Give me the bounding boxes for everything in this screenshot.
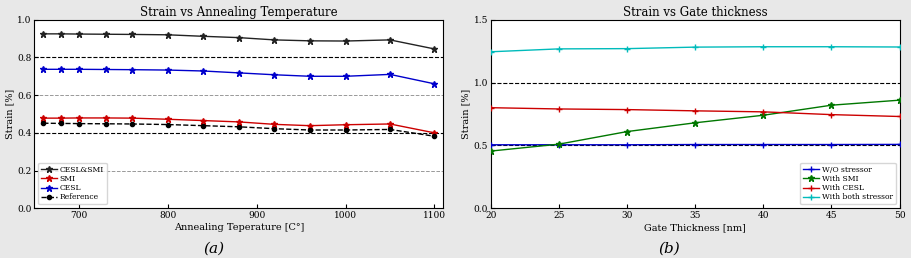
Title: Strain vs Gate thickness: Strain vs Gate thickness xyxy=(623,6,768,19)
W/O stressor xyxy=(690,143,701,146)
X-axis label: Gate Thickness [nm]: Gate Thickness [nm] xyxy=(644,223,746,232)
With both stressor xyxy=(486,50,496,53)
SMI xyxy=(127,117,138,120)
With CESL xyxy=(554,107,565,110)
With both stressor xyxy=(621,47,632,50)
CESL xyxy=(127,68,138,71)
CESL&SMI xyxy=(340,39,351,43)
Line: With SMI: With SMI xyxy=(487,97,903,155)
Reference xyxy=(304,128,315,132)
CESL xyxy=(74,68,85,71)
CESL&SMI xyxy=(56,32,67,35)
CESL&SMI xyxy=(269,38,280,42)
Line: With CESL: With CESL xyxy=(487,104,903,120)
With CESL xyxy=(486,106,496,109)
Reference xyxy=(384,128,395,131)
Reference xyxy=(429,135,440,138)
With CESL xyxy=(621,108,632,111)
Y-axis label: Strain [%]: Strain [%] xyxy=(5,89,15,139)
With SMI xyxy=(486,150,496,153)
CESL xyxy=(233,71,244,75)
Legend: W/O stressor, With SMI, With CESL, With both stressor: W/O stressor, With SMI, With CESL, With … xyxy=(801,163,896,204)
W/O stressor xyxy=(895,143,906,146)
With both stressor xyxy=(826,45,837,48)
W/O stressor xyxy=(621,143,632,146)
CESL&SMI xyxy=(127,33,138,36)
CESL xyxy=(340,75,351,78)
Line: Reference: Reference xyxy=(41,121,436,138)
X-axis label: Annealing Teperature [C°]: Annealing Teperature [C°] xyxy=(174,223,304,232)
W/O stressor xyxy=(826,143,837,146)
SMI xyxy=(384,123,395,126)
Reference xyxy=(56,122,67,125)
With SMI xyxy=(554,143,565,146)
CESL xyxy=(198,69,209,72)
CESL&SMI xyxy=(384,38,395,42)
CESL xyxy=(38,68,49,71)
With CESL xyxy=(758,110,769,114)
With CESL xyxy=(895,115,906,118)
SMI xyxy=(198,119,209,122)
Reference xyxy=(74,122,85,125)
CESL xyxy=(429,82,440,85)
CESL xyxy=(100,68,111,71)
Title: Strain vs Annealing Temperature: Strain vs Annealing Temperature xyxy=(140,6,338,19)
CESL&SMI xyxy=(100,33,111,36)
With SMI xyxy=(690,121,701,124)
SMI xyxy=(100,116,111,119)
CESL&SMI xyxy=(304,39,315,42)
SMI xyxy=(56,117,67,120)
With both stressor xyxy=(895,45,906,49)
Text: (a): (a) xyxy=(203,242,225,256)
Reference xyxy=(233,125,244,128)
With SMI xyxy=(895,99,906,102)
SMI xyxy=(304,124,315,127)
Reference xyxy=(340,128,351,132)
Line: CESL&SMI: CESL&SMI xyxy=(40,30,438,52)
Reference xyxy=(38,122,49,125)
Line: SMI: SMI xyxy=(40,115,438,136)
Line: W/O stressor: W/O stressor xyxy=(487,141,903,148)
Reference xyxy=(162,123,173,126)
SMI xyxy=(429,131,440,134)
CESL&SMI xyxy=(198,35,209,38)
SMI xyxy=(162,118,173,121)
Legend: CESL&SMI, SMI, CESL, Reference: CESL&SMI, SMI, CESL, Reference xyxy=(38,163,107,204)
SMI xyxy=(74,116,85,119)
Y-axis label: Strain [%]: Strain [%] xyxy=(462,89,471,139)
Line: With both stressor: With both stressor xyxy=(487,43,903,55)
SMI xyxy=(38,117,49,120)
CESL xyxy=(162,69,173,72)
With CESL xyxy=(690,109,701,112)
SMI xyxy=(269,123,280,126)
Reference xyxy=(127,123,138,126)
CESL&SMI xyxy=(38,32,49,35)
With SMI xyxy=(758,114,769,117)
W/O stressor xyxy=(758,143,769,146)
With both stressor xyxy=(554,47,565,50)
CESL&SMI xyxy=(233,36,244,39)
CESL xyxy=(269,73,280,76)
With both stressor xyxy=(758,45,769,48)
With both stressor xyxy=(690,46,701,49)
CESL&SMI xyxy=(74,33,85,36)
CESL xyxy=(56,68,67,71)
With CESL xyxy=(826,113,837,116)
CESL xyxy=(384,73,395,76)
Reference xyxy=(100,122,111,125)
Text: (b): (b) xyxy=(659,242,681,256)
Reference xyxy=(269,127,280,130)
Line: CESL: CESL xyxy=(40,66,438,87)
SMI xyxy=(340,123,351,126)
With SMI xyxy=(621,130,632,133)
With SMI xyxy=(826,104,837,107)
W/O stressor xyxy=(486,143,496,146)
W/O stressor xyxy=(554,143,565,146)
Reference xyxy=(198,124,209,127)
CESL&SMI xyxy=(429,47,440,51)
CESL&SMI xyxy=(162,33,173,36)
SMI xyxy=(233,120,244,123)
CESL xyxy=(304,75,315,78)
